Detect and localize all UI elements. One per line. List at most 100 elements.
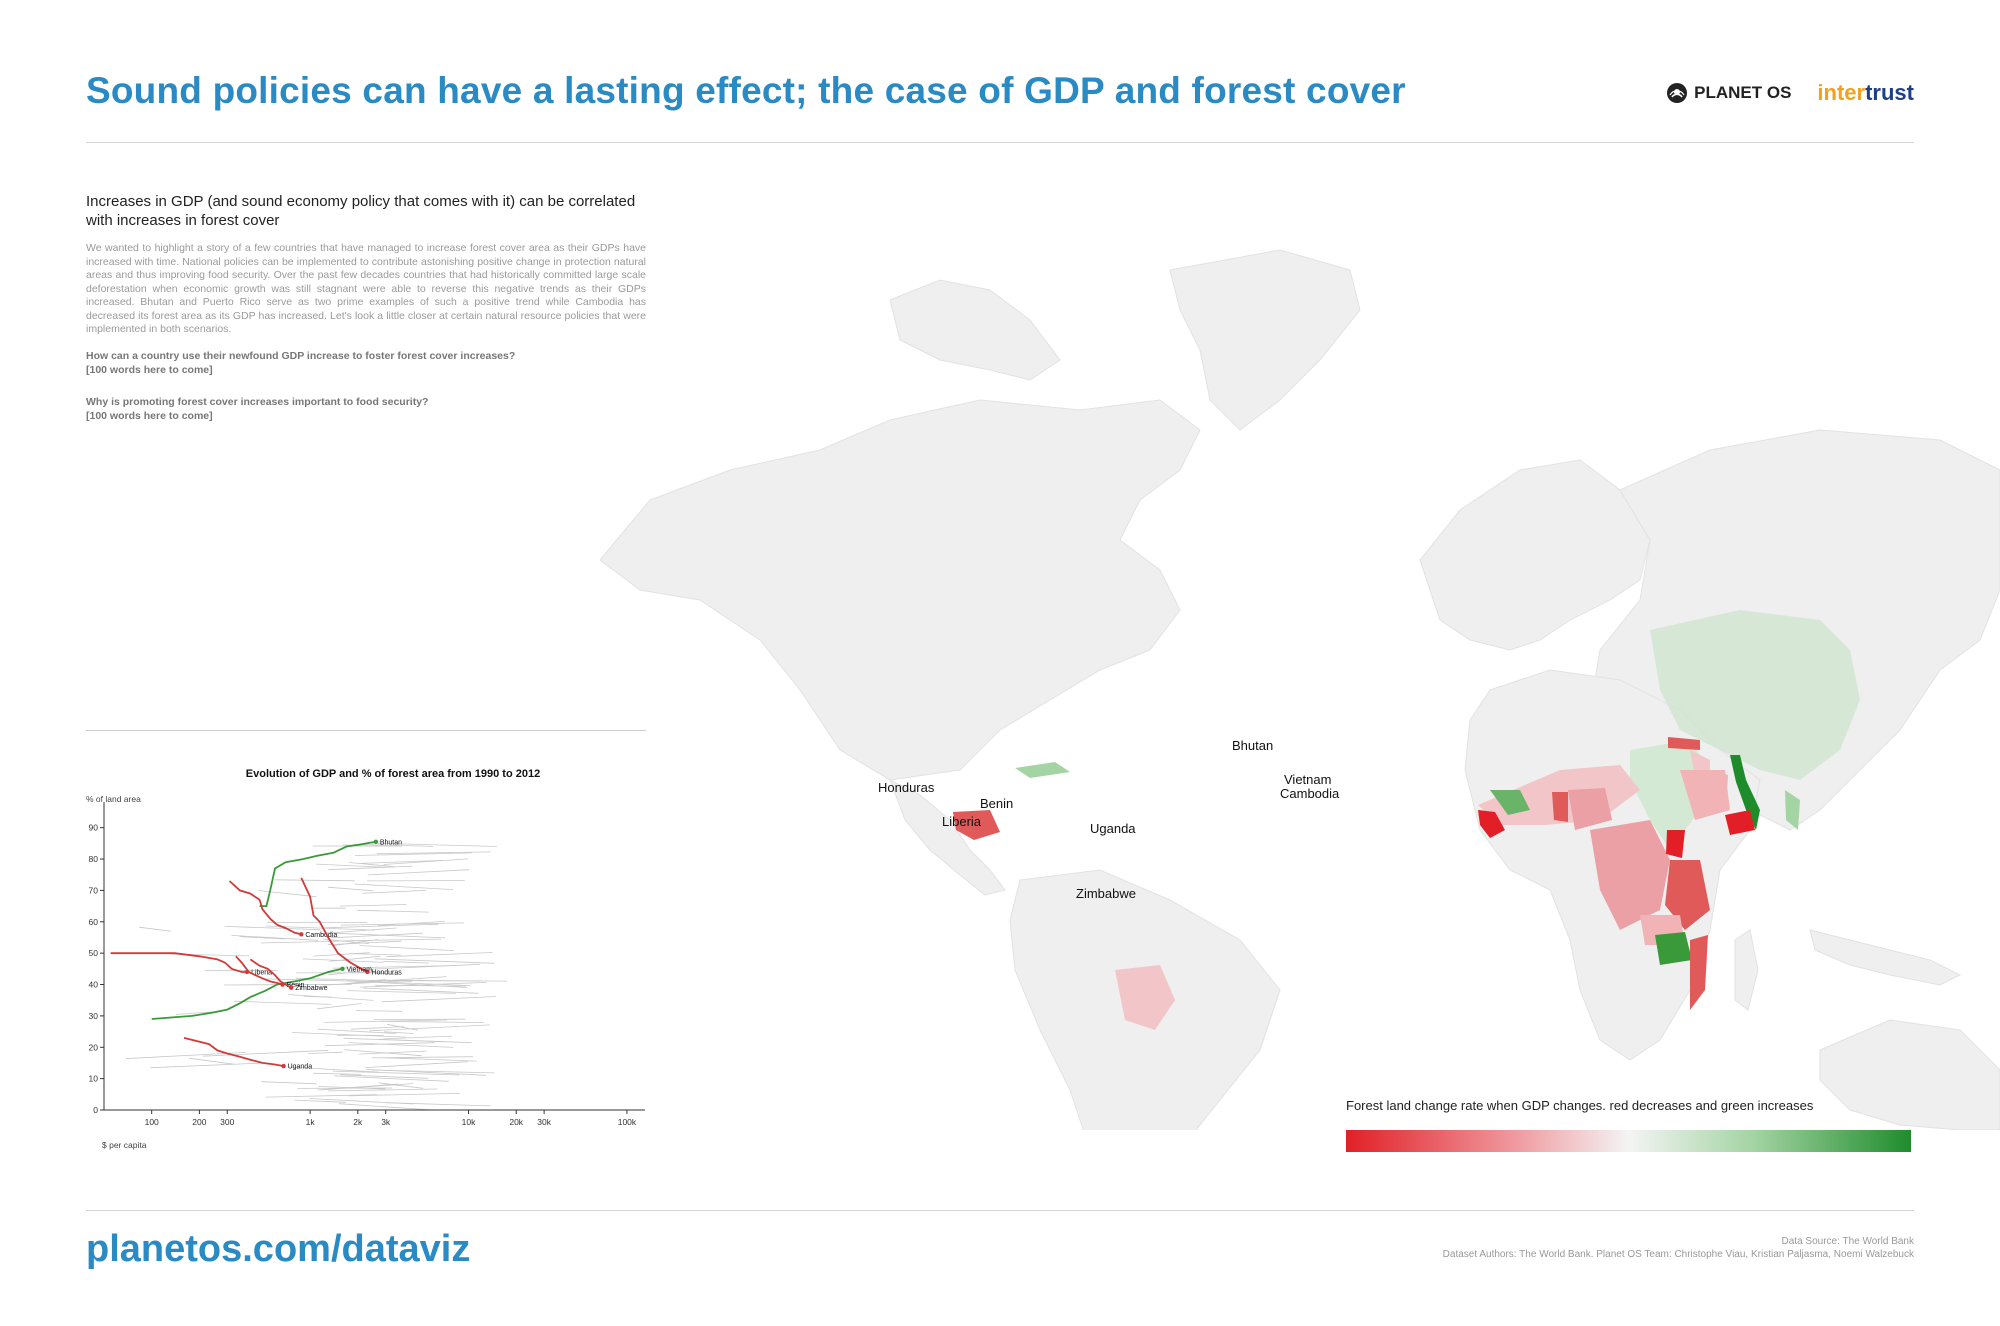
background-trajectory [138,926,171,932]
background-trajectory [342,844,379,847]
background-trajectory [383,960,429,964]
background-trajectory [363,987,479,994]
region-bhutan [1668,737,1700,750]
series-end-point-vietnam [340,966,345,972]
region-nigeria [1568,788,1612,830]
background-trajectory [354,852,472,856]
background-trajectory [365,1061,468,1068]
y-tick-label: 40 [89,980,99,990]
chart-axes: 0 10 20 30 40 50 60 70 80 90 100 200 300 1k 2k 3k 10k 20k… [89,802,645,1127]
background-trajectory [384,1031,414,1034]
background-trajectory [224,983,352,986]
background-trajectory [360,860,443,864]
background-trajectory [295,977,413,982]
country-labels: Honduras Liberia Benin Uganda Zimbabwe B… [878,738,1340,901]
background-trajectory [340,1074,429,1079]
background-trajectory [313,952,370,957]
background-trajectory [261,1081,317,1085]
series-line-vietnam [151,967,343,1020]
world-map: Honduras Liberia Benin Uganda Zimbabwe B… [599,249,2000,1130]
background-trajectory [351,1026,405,1030]
intro-body: We wanted to highlight a story of a few … [86,242,646,335]
chart-title: Evolution of GDP and % of forest area fr… [246,768,540,780]
credits: Data Source: The World Bank Dataset Auth… [1443,1235,1914,1261]
background-trajectory [176,1011,217,1015]
background-trajectory [363,963,480,970]
background-trajectory [365,1069,487,1076]
background-trajectory [339,904,407,907]
region-vietnam [1730,755,1760,830]
region-philippines [1785,790,1800,830]
intertrust-logo[interactable]: intertrust [1817,80,1914,106]
background-trajectory [316,863,386,868]
arctic-islands [889,279,1061,381]
logos: PLANET OS intertrust [1666,80,1914,106]
label-liberia: Liberia [942,814,982,829]
background-trajectory [367,869,470,876]
intertrust-logo-part2: trust [1865,80,1914,105]
background-trajectory [308,1051,343,1054]
background-trajectory [353,843,434,847]
background-trajectory [332,965,456,969]
background-trajectory [325,932,446,939]
series-end-point-bhutan [373,839,379,844]
region-caribbean [1015,762,1070,778]
region-india [1630,740,1710,850]
background-trajectory [258,890,317,898]
y-tick-label: 10 [89,1074,99,1084]
series-line-benin [235,955,283,986]
question-2: Why is promoting forest cover increases … [86,395,646,423]
background-trajectory [347,990,456,994]
background-trajectory [332,1070,460,1076]
x-tick-label: 1k [306,1117,316,1127]
label-bhutan: Bhutan [1232,738,1273,753]
background-trajectory [362,890,426,894]
background-trajectory [340,922,465,926]
background-trajectory [317,1083,399,1091]
background-trajectory [231,935,319,941]
background-trajectory [383,1035,452,1040]
series-line-liberia [110,952,248,973]
data-source: Data Source: The World Bank [1781,1236,1914,1247]
background-trajectory [224,926,321,931]
background-trajectory [358,1050,427,1055]
background-trajectory [330,932,423,939]
background-trajectory [385,1102,491,1107]
question-2-text: Why is promoting forest cover increases … [86,395,429,408]
background-trajectory [369,1024,491,1032]
y-tick-label: 80 [89,854,99,864]
background-trajectory [343,1037,445,1043]
series-label-cambodia: Cambodia [305,932,337,939]
series-end-point-uganda [281,1063,286,1069]
y-tick-label: 60 [89,917,99,927]
region-liberia [1478,810,1505,838]
australia [1819,1019,2000,1130]
page-title: Sound policies can have a lasting effect… [86,70,1406,111]
background-trajectory [234,1000,332,1005]
region-cambodia [1725,810,1755,835]
series-label-uganda: Uganda [288,1064,313,1071]
greenland [1169,249,1361,431]
region-benin [1552,792,1568,822]
footer-divider [86,1210,1914,1211]
background-trajectory [327,1088,438,1092]
background-trajectory [327,886,374,892]
x-tick-label: 100 [145,1117,159,1127]
series-label-benin: Benin [287,982,305,989]
planetos-icon [1667,83,1688,103]
series-label-liberia: Liberia [251,969,272,976]
background-trajectory [260,940,371,944]
background-trajectory [274,879,355,882]
background-trajectory [348,1042,454,1048]
background-trajectory [189,1057,234,1065]
y-tick-label: 50 [89,948,99,958]
region-uganda [1666,830,1685,858]
intro-section: Increases in GDP (and sound economy poli… [86,192,646,441]
background-trajectory [380,1020,485,1023]
question-2-note: [100 words here to come] [86,409,213,422]
planetos-logo[interactable]: PLANET OS [1666,82,1791,104]
question-1-note: [100 words here to come] [86,363,213,376]
footer-url-link[interactable]: planetos.com/dataviz [86,1228,471,1270]
background-trajectory [320,927,397,934]
north-america [599,399,1201,781]
